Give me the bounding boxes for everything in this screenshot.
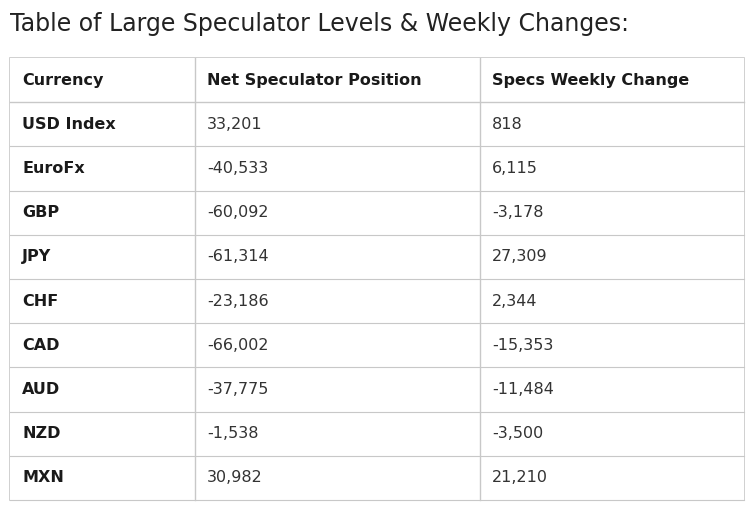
Bar [10, 58, 744, 102]
Text: Specs Weekly Change: Specs Weekly Change [492, 73, 689, 88]
Text: -37,775: -37,775 [207, 382, 268, 397]
Text: Table of Large Speculator Levels & Weekly Changes:: Table of Large Speculator Levels & Weekl… [10, 12, 629, 36]
Text: JPY: JPY [22, 249, 51, 264]
Text: -1,538: -1,538 [207, 426, 259, 441]
Bar [10, 190, 744, 235]
Text: 33,201: 33,201 [207, 117, 262, 132]
Bar [10, 367, 744, 412]
Bar [10, 58, 744, 500]
Text: Net Speculator Position: Net Speculator Position [207, 73, 421, 88]
Text: Currency: Currency [22, 73, 103, 88]
Text: 6,115: 6,115 [492, 161, 538, 176]
Text: -3,500: -3,500 [492, 426, 543, 441]
Bar [10, 279, 744, 323]
Text: -11,484: -11,484 [492, 382, 554, 397]
Text: CAD: CAD [22, 338, 60, 353]
Text: -66,002: -66,002 [207, 338, 268, 353]
Text: -40,533: -40,533 [207, 161, 268, 176]
Bar [10, 412, 744, 456]
Bar [10, 323, 744, 367]
Text: NZD: NZD [22, 426, 60, 441]
Bar [10, 147, 744, 190]
Text: -23,186: -23,186 [207, 294, 268, 308]
Text: EuroFx: EuroFx [22, 161, 84, 176]
Text: AUD: AUD [22, 382, 60, 397]
Text: CHF: CHF [22, 294, 58, 308]
Text: -3,178: -3,178 [492, 205, 544, 220]
Text: 27,309: 27,309 [492, 249, 547, 264]
Bar [10, 456, 744, 500]
Text: -60,092: -60,092 [207, 205, 268, 220]
Text: 2,344: 2,344 [492, 294, 538, 308]
Text: 818: 818 [492, 117, 523, 132]
Bar [10, 102, 744, 147]
Text: -61,314: -61,314 [207, 249, 268, 264]
Text: 30,982: 30,982 [207, 470, 262, 486]
Bar [10, 235, 744, 279]
Text: MXN: MXN [22, 470, 64, 486]
Text: -15,353: -15,353 [492, 338, 553, 353]
Text: 21,210: 21,210 [492, 470, 548, 486]
Text: USD Index: USD Index [22, 117, 116, 132]
Text: GBP: GBP [22, 205, 59, 220]
